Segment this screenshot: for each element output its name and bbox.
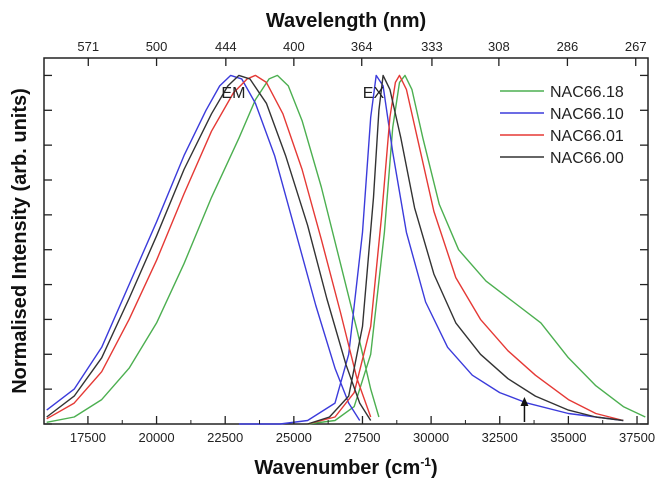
annotations: EM EX xyxy=(221,85,384,102)
axis-ticks: 17500 20000 22500 25000 27500 30000 32500 35000… xyxy=(44,39,655,445)
top-tick-label: 364 xyxy=(351,39,373,54)
legend-label: NAC66.01 xyxy=(550,128,624,145)
bottom-axis-title: Wavenumber (cm-1) xyxy=(254,455,437,479)
legend-label: NAC66.10 xyxy=(550,106,624,123)
bottom-axis-title-close: ) xyxy=(431,457,438,479)
series-line-nac66-18 xyxy=(46,74,646,425)
bottom-axis-title-main: Wavenumber (cm xyxy=(254,457,420,479)
top-tick-label: 500 xyxy=(146,39,168,54)
arrow-head xyxy=(520,397,529,406)
x-tick-label: 25000 xyxy=(276,430,312,445)
annotation-ex: EX xyxy=(363,85,385,102)
top-tick-label: 400 xyxy=(283,39,305,54)
series-line-nac66-10 xyxy=(46,74,624,425)
curves xyxy=(46,74,646,425)
top-axis-title: Wavelength (nm) xyxy=(266,10,426,32)
top-tick-label: 571 xyxy=(77,39,99,54)
series-line-nac66-01 xyxy=(46,74,624,425)
top-tick-label: 267 xyxy=(625,39,647,54)
annotation-em: EM xyxy=(221,85,245,102)
x-tick-label: 35000 xyxy=(550,430,586,445)
x-tick-label: 37500 xyxy=(619,430,655,445)
plot-area: 17500 20000 22500 25000 27500 30000 32500 35000… xyxy=(43,39,655,445)
x-tick-label: 17500 xyxy=(70,430,106,445)
top-tick-label: 308 xyxy=(488,39,510,54)
legend-label: NAC66.18 xyxy=(550,84,624,101)
marker-arrow xyxy=(520,397,529,422)
legend: NAC66.18 NAC66.10 NAC66.01 NAC66.00 xyxy=(500,84,624,167)
x-tick-label: 30000 xyxy=(413,430,449,445)
top-tick-label: 333 xyxy=(421,39,443,54)
x-tick-label: 20000 xyxy=(138,430,174,445)
bottom-axis-title-sup: -1 xyxy=(420,455,431,469)
top-tick-label: 444 xyxy=(215,39,237,54)
series-line-nac66-00 xyxy=(46,74,624,425)
top-tick-label: 286 xyxy=(557,39,579,54)
legend-label: NAC66.00 xyxy=(550,150,624,167)
x-tick-label: 32500 xyxy=(482,430,518,445)
x-tick-label: 22500 xyxy=(207,430,243,445)
x-tick-label: 27500 xyxy=(344,430,380,445)
y-axis-title: Normalised Intensity (arb. units) xyxy=(9,88,31,394)
